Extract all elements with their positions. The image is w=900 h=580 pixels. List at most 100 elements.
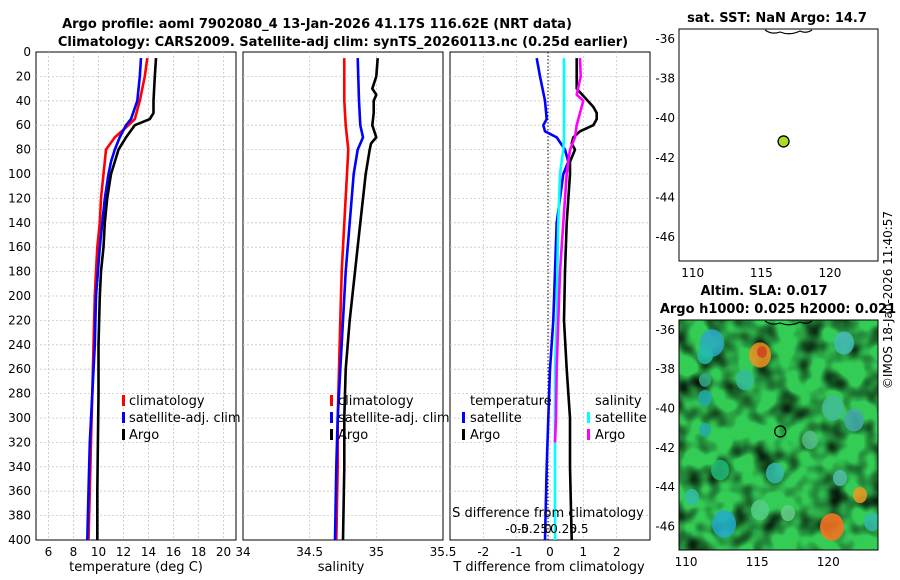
x-tick-label: 10 <box>91 545 106 559</box>
salinity-lines <box>333 58 379 540</box>
sla-blob <box>711 459 729 481</box>
sla-blob <box>820 513 844 541</box>
series-line <box>86 58 143 540</box>
series-line <box>553 58 585 443</box>
legend-swatch-argo <box>330 429 333 440</box>
x-tick-label: 2 <box>613 545 621 559</box>
y-tick-label: 200 <box>8 289 31 303</box>
s-tick-label: -0.25 <box>517 522 548 536</box>
sla-blob <box>698 389 712 407</box>
y-tick-label: 80 <box>16 143 31 157</box>
map-y-tick-label: -36 <box>655 32 675 46</box>
legend-swatch-s-argo <box>587 429 590 440</box>
y-tick-label: 160 <box>8 240 31 254</box>
sla-blob <box>864 512 878 532</box>
sla-map-axes-box <box>678 319 879 551</box>
figure-title-line1: Argo profile: aoml 7902080_4 13-Jan-2026… <box>62 17 572 32</box>
y-tick-label: 60 <box>16 118 31 132</box>
sla-blob <box>822 395 844 421</box>
temperature-legend: climatology satellite-adj. clim Argo <box>122 394 241 443</box>
temperature-x-label: temperature (deg C) <box>69 560 203 575</box>
salinity-x-ticks: 34 34.5 35 35.5 <box>235 545 456 559</box>
map-y-tick-label: -36 <box>655 323 675 337</box>
x-tick-label: 0 <box>546 545 554 559</box>
legend-swatch-satellite-clim <box>122 412 125 423</box>
x-tick-label: 6 <box>45 545 53 559</box>
map-y-tick-label: -46 <box>655 230 675 244</box>
sla-blob <box>833 469 847 487</box>
argo-location-marker <box>777 135 790 148</box>
map-x-tick-label: 115 <box>750 266 773 280</box>
y-tick-label: 280 <box>8 387 31 401</box>
map-x-tick-label: 120 <box>817 555 840 569</box>
x-tick-label: -1 <box>511 545 523 559</box>
legend-title-salinity: salinity <box>595 394 642 409</box>
salinity-x-label: salinity <box>318 560 365 575</box>
sla-blob <box>712 510 736 538</box>
s-tick-label: 0.25 <box>550 522 577 536</box>
map-y-tick-label: -44 <box>655 480 675 494</box>
sla-map-points <box>774 425 787 438</box>
map-y-tick-label: -40 <box>655 111 675 125</box>
sla-blob <box>802 430 818 450</box>
temperature-x-ticks: 6 8 10 12 14 16 18 20 <box>45 545 231 559</box>
legend-label-t-argo: Argo <box>470 428 500 443</box>
legend-swatch-t-argo <box>462 429 465 440</box>
sla-map-panel: Altim. SLA: 0.017 Argo h1000: 0.025 h200… <box>655 284 896 569</box>
sla-blob <box>853 486 867 504</box>
sla-blob <box>834 331 854 355</box>
x-tick-label: 34 <box>235 545 250 559</box>
series-line <box>96 58 158 540</box>
sla-map-subtitle: Argo h1000: 0.025 h2000: 0.021 <box>660 302 896 317</box>
y-tick-label: 320 <box>8 435 31 449</box>
s-tick-label: 0.5 <box>569 522 588 536</box>
legend-label-s-satellite: satellite <box>595 411 647 426</box>
t-difference-x-label: T difference from climatology <box>452 560 645 575</box>
y-tick-label: 120 <box>8 191 31 205</box>
y-tick-label: 40 <box>16 94 31 108</box>
difference-lines <box>535 57 599 540</box>
sst-map-title: sat. SST: NaN Argo: 14.7 <box>687 11 867 26</box>
y-tick-label: 0 <box>23 45 31 59</box>
legend-swatch-t-satellite <box>462 412 465 423</box>
legend-swatch-s-satellite <box>587 412 590 423</box>
sla-blob <box>699 423 711 437</box>
x-tick-label: 35 <box>369 545 384 559</box>
difference-legend-salinity: salinity satellite Argo <box>587 394 647 443</box>
temperature-lines <box>86 57 158 540</box>
legend-swatch-climatology <box>122 395 125 406</box>
map-y-tick-label: -38 <box>655 362 675 376</box>
y-tick-label: 360 <box>8 484 31 498</box>
sla-blob <box>844 408 864 432</box>
sla-map-title: Altim. SLA: 0.017 <box>701 284 828 299</box>
coastline <box>764 29 813 35</box>
y-tick-label: 400 <box>8 533 31 547</box>
legend-label-s-argo: Argo <box>595 428 625 443</box>
temperature-panel: 6 8 10 12 14 16 18 20 0 20 40 60 80 100 120 140 160 180 2… <box>8 45 241 575</box>
x-tick-label: 18 <box>191 545 206 559</box>
s-tick-label: -0.5 <box>505 522 528 536</box>
x-tick-label: 14 <box>141 545 156 559</box>
sla-blob <box>751 499 769 521</box>
map-x-tick-label: 115 <box>746 555 769 569</box>
figure-title-line2: Climatology: CARS2009. Satellite-adj cli… <box>58 35 628 50</box>
depth-y-ticks: 0 20 40 60 80 100 120 140 160 180 200 220 240 260 280 3… <box>8 45 31 547</box>
sla-map-ticks: 110 115 120 -36 -38 -40 -42 -44 -46 <box>655 323 839 569</box>
x-tick-label: 1 <box>580 545 588 559</box>
legend-swatch-climatology <box>330 395 333 406</box>
sla-anomaly-blobs <box>685 329 878 541</box>
legend-label-t-satellite: satellite <box>470 411 522 426</box>
y-tick-label: 100 <box>8 167 31 181</box>
x-tick-label: 35.5 <box>430 545 457 559</box>
salinity-legend: climatology satellite-adj. clim Argo <box>330 394 450 443</box>
legend-swatch-argo <box>122 429 125 440</box>
x-tick-label: 34.5 <box>296 545 323 559</box>
x-tick-label: 12 <box>116 545 131 559</box>
difference-grid <box>450 52 650 540</box>
sla-blob <box>736 369 754 391</box>
legend-swatch-satellite-clim <box>330 412 333 423</box>
sst-map-points <box>777 135 790 148</box>
series-line <box>333 58 365 540</box>
